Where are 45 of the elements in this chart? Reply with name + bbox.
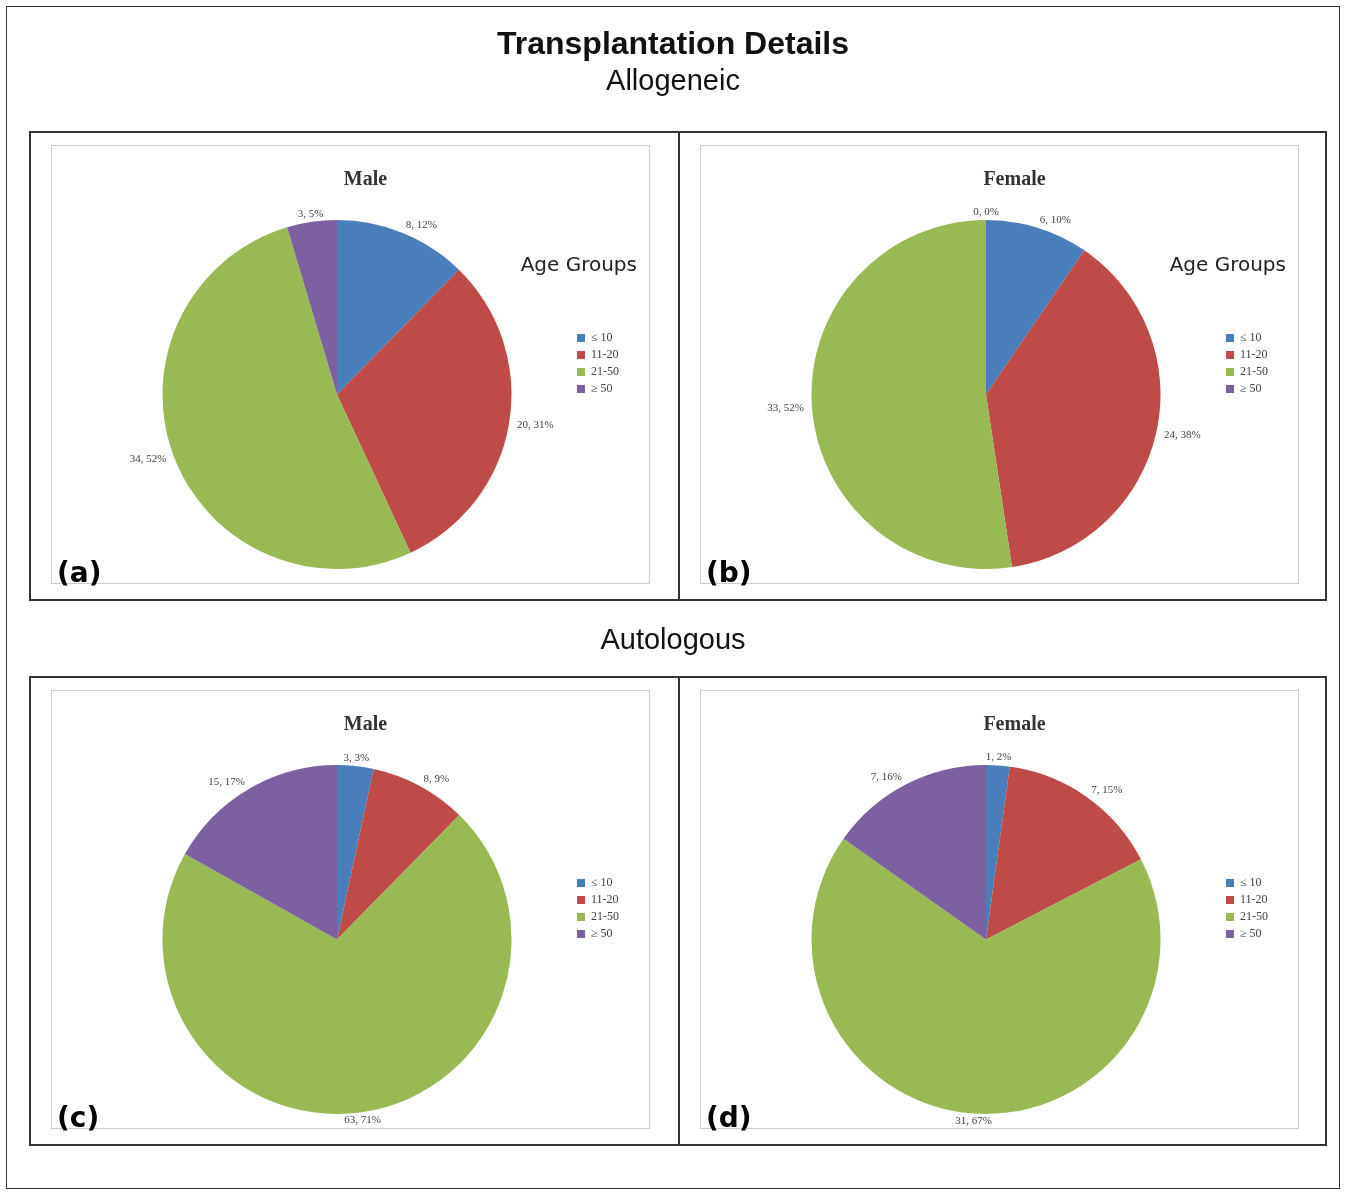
legend-label: 11-20 (591, 347, 619, 362)
data-label: 8, 12% (405, 218, 437, 231)
data-label: 3, 5% (297, 206, 324, 219)
data-label: 20, 31% (516, 418, 554, 431)
legend-label: ≥ 50 (1240, 381, 1262, 396)
data-label: 63, 71% (344, 1113, 382, 1126)
legend-label: 21-50 (1240, 909, 1268, 924)
legend-label: ≤ 10 (1240, 875, 1262, 890)
legend-label: ≥ 50 (591, 926, 613, 941)
data-label: 8, 9% (423, 771, 450, 784)
legend-title: Age Groups (520, 252, 637, 277)
chart-title: Female (983, 167, 1046, 190)
data-label: 7, 15% (1091, 783, 1123, 796)
legend-title: Age Groups (1169, 252, 1286, 277)
chart-title: Female (983, 712, 1046, 735)
text: (b) (706, 556, 752, 589)
legend-label: ≤ 10 (591, 875, 613, 890)
data-label: 34, 52% (129, 452, 167, 465)
legend-label: 21-50 (591, 364, 619, 379)
legend-label: 21-50 (591, 909, 619, 924)
legend-label: ≤ 10 (591, 330, 613, 345)
text: Transplantation Details (495, 25, 851, 62)
data-label: 7, 16% (870, 770, 903, 783)
legend-label: ≥ 50 (591, 381, 613, 396)
legend-label: 11-20 (591, 892, 619, 907)
data-label: 24, 38% (1163, 428, 1201, 440)
data-label: 3, 3% (343, 750, 370, 763)
chart-title: Male (343, 712, 388, 735)
text: Allogeneic (605, 64, 741, 97)
text: Autologous (599, 623, 747, 656)
chart-title: Male (343, 167, 388, 190)
legend-label: ≥ 50 (1240, 926, 1262, 941)
text: (a) (57, 556, 102, 589)
legend-label: 11-20 (1240, 892, 1268, 907)
data-label: 1, 2% (985, 750, 1012, 763)
data-label: 31, 67% (955, 1114, 992, 1127)
data-label: 6, 10% (1039, 213, 1071, 225)
data-label: 33, 52% (767, 401, 805, 414)
legend-label: 21-50 (1240, 364, 1268, 379)
legend-label: 11-20 (1240, 347, 1268, 362)
text: (c) (57, 1101, 100, 1134)
data-label: 15, 17% (208, 774, 245, 787)
text: (d) (706, 1101, 752, 1134)
legend-label: ≤ 10 (1240, 330, 1262, 345)
text: 0, 0% (973, 204, 999, 217)
